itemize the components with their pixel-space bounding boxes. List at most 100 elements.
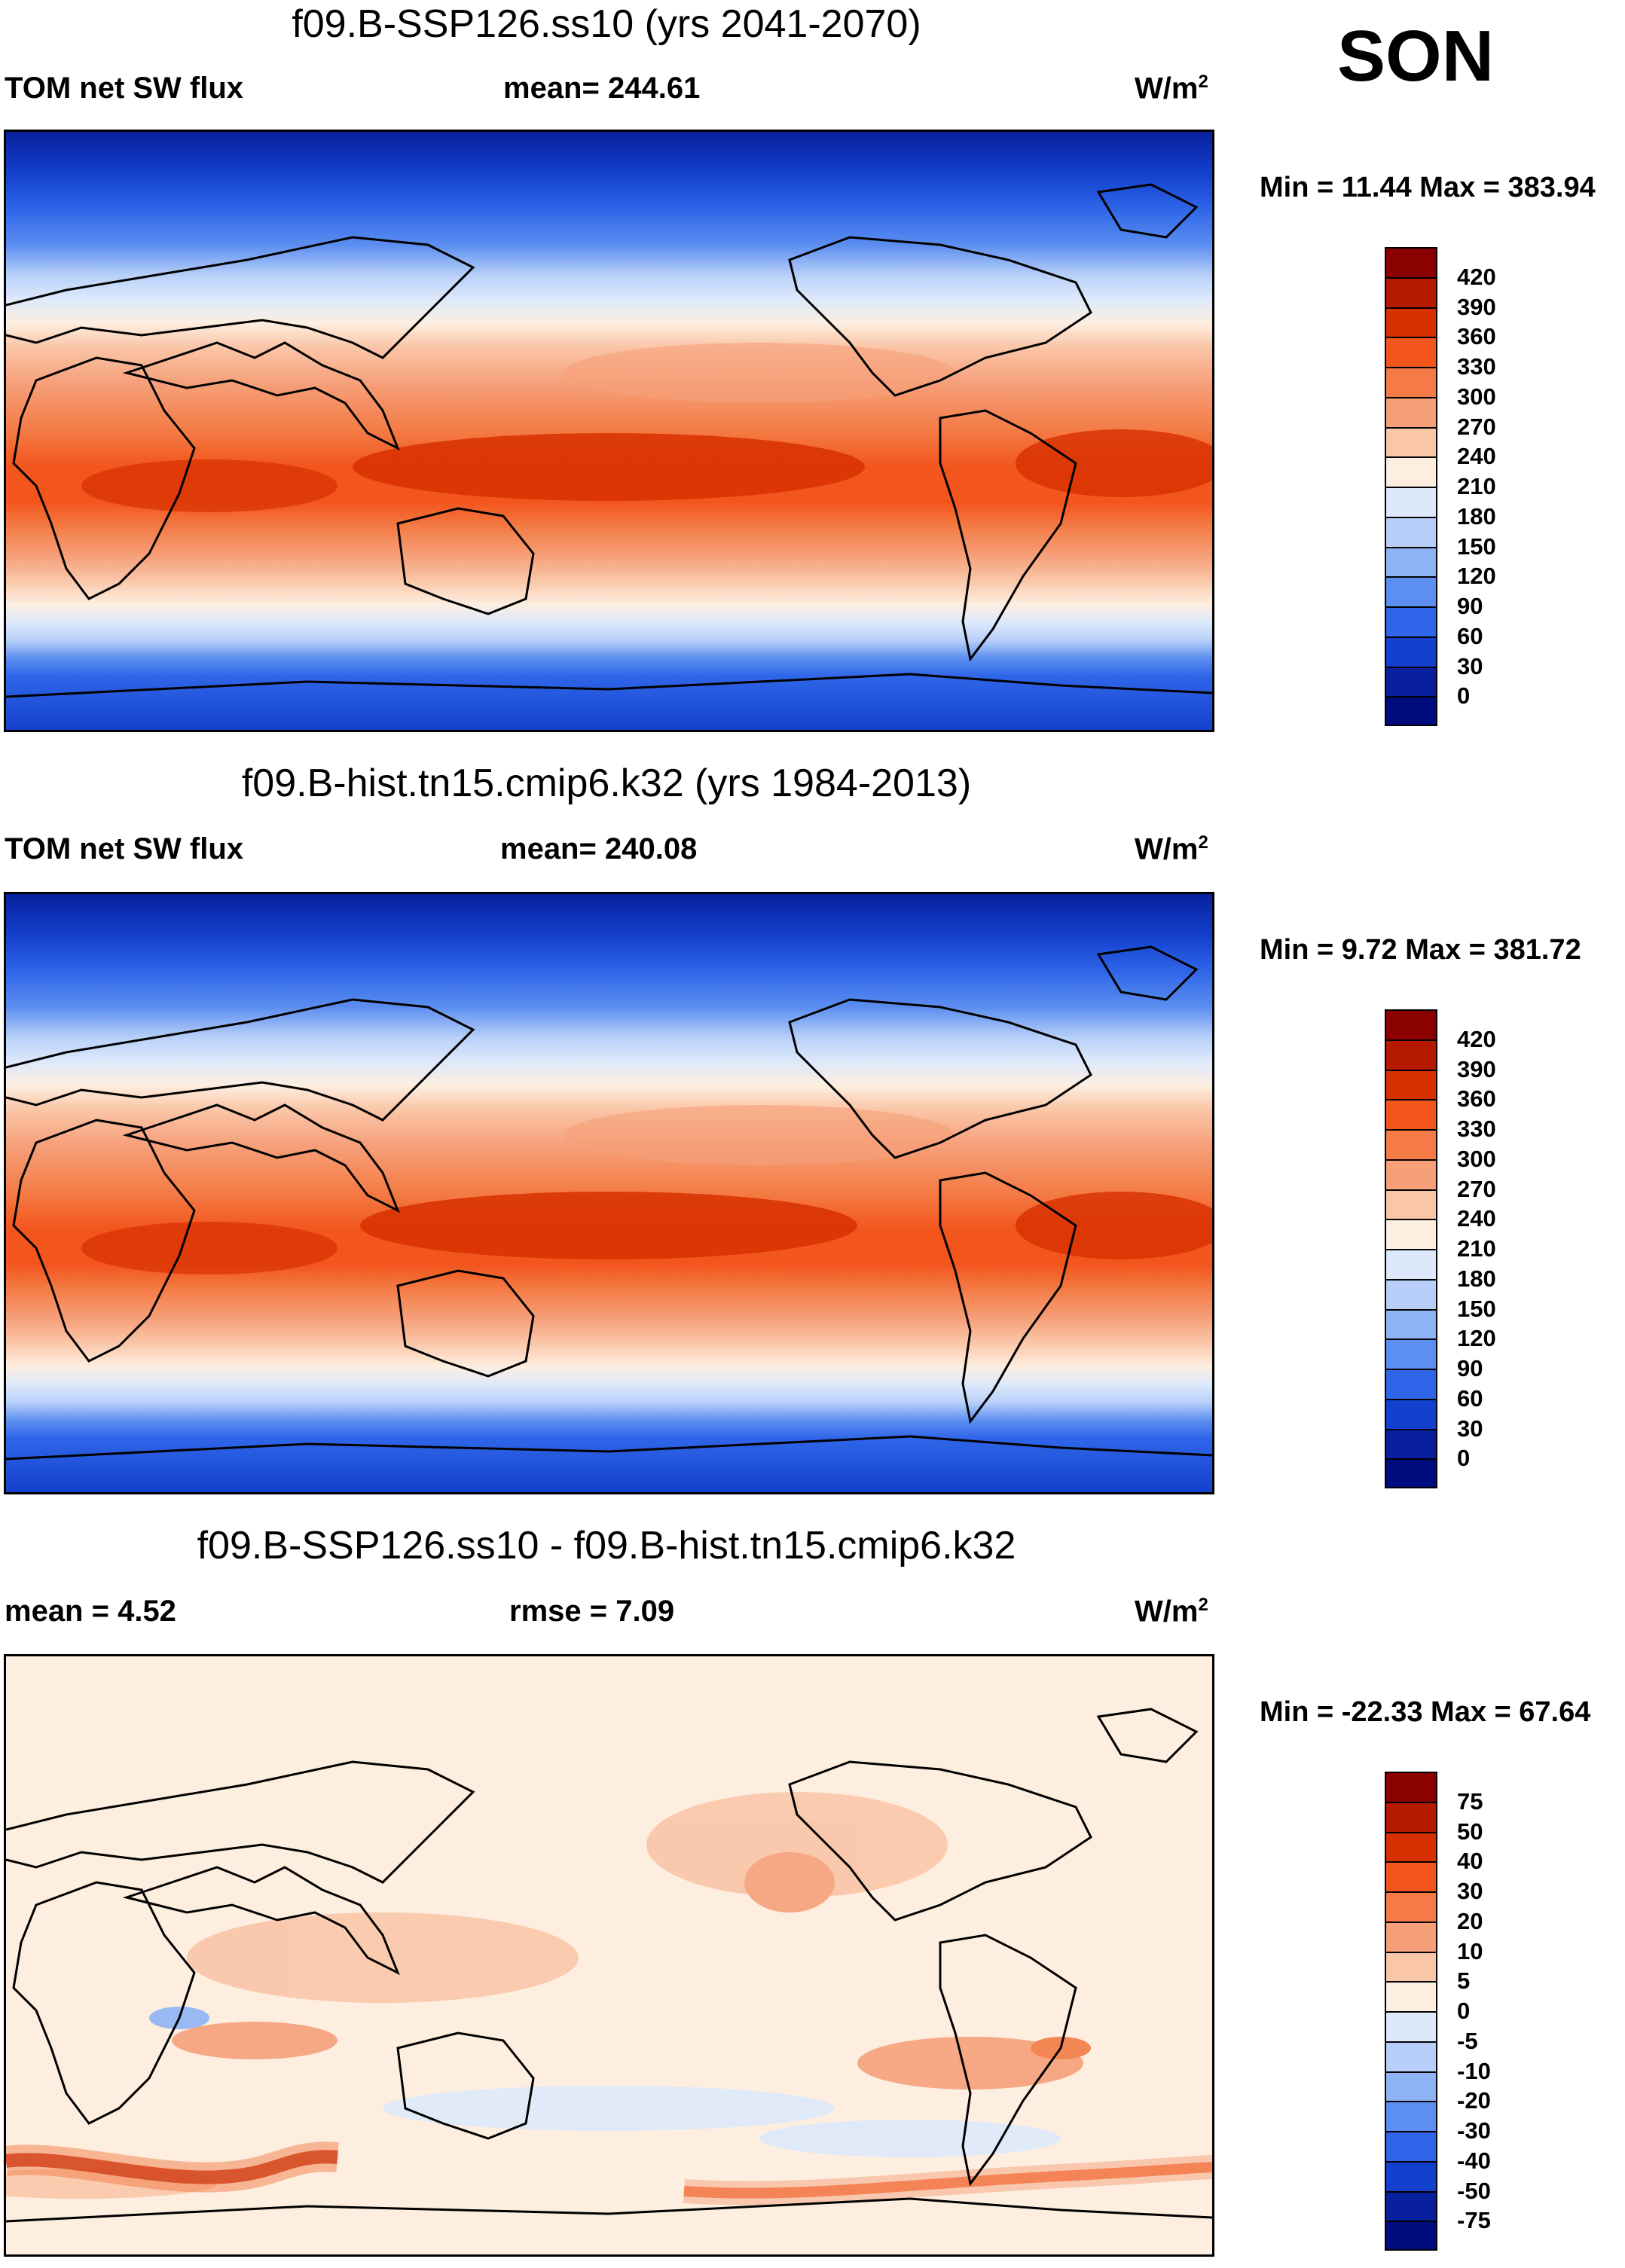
panel-2-mean-label: mean= 240.08 — [500, 832, 698, 865]
continent-antarctica — [6, 673, 1212, 698]
continent-north-america — [788, 236, 1092, 397]
colorbar-tick-label: 270 — [1457, 1175, 1496, 1202]
panel-1-units: W/m2 — [1135, 72, 1208, 105]
colorbar-tick-label: 30 — [1457, 652, 1483, 679]
panel-3-map — [4, 1654, 1214, 2257]
colorbar-tick-label: 240 — [1457, 1205, 1496, 1232]
colorbar-box — [1385, 1249, 1437, 1279]
colorbar-box — [1385, 2131, 1437, 2161]
colorbar-box — [1385, 1069, 1437, 1100]
colorbar-tick-label: 240 — [1457, 443, 1496, 470]
colorbar-box — [1385, 1398, 1437, 1429]
colorbar-tick-label: 180 — [1457, 1265, 1496, 1292]
colorbar-box — [1385, 576, 1437, 606]
colorbar-tick-label: 150 — [1457, 1295, 1496, 1322]
panel-3-map-svg — [6, 1656, 1212, 2254]
colorbar-box — [1385, 2221, 1437, 2251]
colorbar-box — [1385, 1009, 1437, 1039]
colorbar-tick-label: 420 — [1457, 1025, 1496, 1052]
colorbar-box — [1385, 1428, 1437, 1459]
colorbar-tick-label: 50 — [1457, 1818, 1483, 1845]
colorbar-tick-label: 60 — [1457, 1384, 1483, 1412]
panel-1-variable-label: TOM net SW flux — [5, 72, 244, 105]
colorbar-tick-label: 330 — [1457, 1116, 1496, 1142]
colorbar-tick-label: 20 — [1457, 1907, 1483, 1934]
colorbar-tick-label: 390 — [1457, 1055, 1496, 1082]
colorbar-box — [1385, 1308, 1437, 1339]
colorbar-tick-label: 300 — [1457, 1145, 1496, 1172]
colorbar-tick-label: 0 — [1457, 1998, 1471, 2024]
colorbar-box — [1385, 1189, 1437, 1219]
colorbar-box — [1385, 1099, 1437, 1129]
colorbar-tick-label: 60 — [1457, 622, 1483, 649]
colorbar-box — [1385, 516, 1437, 547]
colorbar-box — [1385, 2160, 1437, 2191]
colorbar-tick-label: 120 — [1457, 563, 1496, 590]
panel-3-mean-label: mean = 4.52 — [5, 1595, 176, 1628]
colorbar-box — [1385, 1158, 1437, 1189]
colorbar-box — [1385, 2041, 1437, 2071]
colorbar-box — [1385, 1891, 1437, 1922]
colorbar-box — [1385, 396, 1437, 427]
colorbar-tick-label: -75 — [1457, 2207, 1491, 2234]
colorbar-box — [1385, 1219, 1437, 1249]
colorbar-tick-label: -5 — [1457, 2027, 1478, 2054]
colorbar-tick-label: 330 — [1457, 353, 1496, 380]
colorbar-box — [1385, 1801, 1437, 1832]
continent-australia — [396, 507, 535, 615]
colorbar-box — [1385, 1921, 1437, 1952]
colorbar-tick-label: 40 — [1457, 1848, 1483, 1875]
panel-1-colorbar — [1385, 247, 1437, 726]
colorbar-tick-label: 210 — [1457, 1235, 1496, 1262]
panel-1-mean-label: mean= 244.61 — [503, 72, 701, 105]
colorbar-tick-label: 5 — [1457, 1967, 1471, 1995]
colorbar-tick-label: -20 — [1457, 2087, 1491, 2114]
colorbar-tick-label: 90 — [1457, 1355, 1483, 1381]
colorbar-tick-label: -50 — [1457, 2177, 1491, 2204]
colorbar-tick-label: 360 — [1457, 323, 1496, 350]
colorbar-box — [1385, 1458, 1437, 1488]
colorbar-box — [1385, 636, 1437, 667]
colorbar-tick-label: 120 — [1457, 1325, 1496, 1352]
colorbar-box — [1385, 1951, 1437, 1982]
continent-asia-south — [122, 341, 400, 451]
colorbar-box — [1385, 487, 1437, 517]
panel-2-colorbar — [1385, 1009, 1437, 1488]
colorbar-box — [1385, 1369, 1437, 1399]
continent-greenland — [1096, 183, 1199, 239]
colorbar-box — [1385, 426, 1437, 457]
continent-south-america — [939, 409, 1077, 662]
panel-1-map-svg — [6, 132, 1212, 730]
panel-3-colorbar — [1385, 1772, 1437, 2251]
panel-1-map — [4, 130, 1214, 732]
colorbar-box — [1385, 696, 1437, 726]
colorbar-tick-label: 10 — [1457, 1937, 1483, 1964]
season-label: SON — [1337, 16, 1495, 96]
colorbar-tick-label: 360 — [1457, 1085, 1496, 1113]
colorbar-tick-label: 0 — [1457, 682, 1471, 710]
colorbar-box — [1385, 1772, 1437, 1802]
panel-1-title: f09.B-SSP126.ss10 (yrs 2041-2070) — [292, 2, 921, 46]
colorbar-box — [1385, 307, 1437, 337]
colorbar-box — [1385, 1129, 1437, 1159]
panel-2-minmax: Min = 9.72 Max = 381.72 — [1260, 934, 1581, 966]
continent-africa — [12, 356, 196, 600]
colorbar-tick-label: 150 — [1457, 533, 1496, 560]
colorbar-tick-label: 210 — [1457, 473, 1496, 499]
panel-3-units: W/m2 — [1135, 1595, 1208, 1629]
colorbar-tick-label: 30 — [1457, 1878, 1483, 1904]
colorbar-box — [1385, 546, 1437, 577]
colorbar-tick-label: 180 — [1457, 502, 1496, 530]
panel-2-map — [4, 892, 1214, 1494]
colorbar-box — [1385, 2071, 1437, 2102]
panel-3-minmax: Min = -22.33 Max = 67.64 — [1260, 1696, 1591, 1728]
colorbar-box — [1385, 247, 1437, 277]
colorbar-box — [1385, 276, 1437, 307]
colorbar-tick-label: 90 — [1457, 593, 1483, 619]
colorbar-box — [1385, 1339, 1437, 1369]
colorbar-tick-label: 0 — [1457, 1445, 1471, 1472]
colorbar-box — [1385, 1278, 1437, 1309]
panel-2-units: W/m2 — [1135, 832, 1208, 866]
colorbar-tick-label: 30 — [1457, 1415, 1483, 1442]
colorbar-box — [1385, 1861, 1437, 1891]
